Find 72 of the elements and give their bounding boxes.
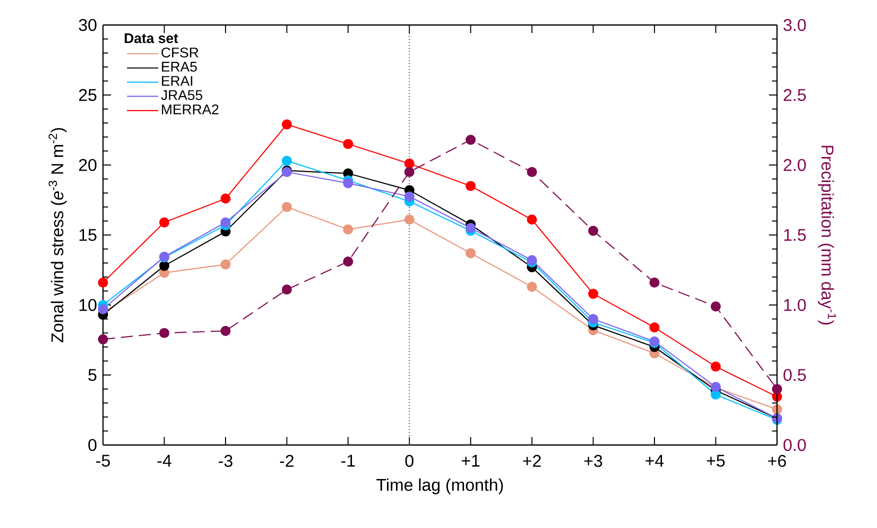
point [710, 301, 721, 312]
x-tick-label: -3 [218, 454, 232, 467]
x-tick-label: +2 [523, 454, 541, 467]
point [526, 214, 537, 225]
x-tick-label: -2 [280, 454, 294, 467]
point [404, 214, 414, 225]
point [159, 217, 170, 228]
point [159, 260, 170, 271]
point [98, 304, 108, 314]
point [588, 314, 598, 324]
y2-tick-label: 2.5 [784, 88, 806, 102]
point [98, 334, 108, 344]
y2-tick-label: 0.5 [784, 368, 806, 382]
y-tick-label: 5 [88, 369, 96, 381]
point [404, 166, 414, 178]
point [526, 166, 537, 178]
y2-axis-title: Precipitation (mm day$^{-1}$) [818, 146, 836, 325]
point [159, 328, 170, 338]
point [466, 134, 476, 145]
y2-tick-label: 0.0 [784, 438, 806, 452]
point [343, 224, 354, 234]
x-axis-title: Time lag (month) [376, 478, 503, 494]
point [466, 180, 476, 192]
legend-label: ERAI [162, 76, 192, 86]
point [343, 138, 354, 150]
y-tick-label: 10 [80, 298, 96, 312]
y-tick-label: 0 [88, 438, 96, 452]
point [710, 362, 721, 372]
point [220, 259, 231, 270]
point [466, 248, 476, 258]
legend-label: MERRA2 [162, 104, 218, 114]
x-tick-label: -4 [157, 454, 172, 467]
point [588, 288, 598, 299]
point [98, 278, 108, 288]
y-tick-label: 20 [79, 158, 96, 172]
point [404, 158, 414, 169]
point [588, 226, 598, 236]
point [649, 278, 660, 288]
x-tick-label: +3 [584, 454, 602, 467]
y-tick-label: 15 [80, 229, 96, 241]
y2-tick-label: 1.5 [784, 229, 806, 241]
y-tick-label: 25 [79, 88, 96, 102]
legend-title: Data set [124, 33, 178, 44]
point [466, 222, 476, 234]
point [343, 178, 354, 188]
y2-tick-label: 2.0 [784, 158, 806, 172]
point [343, 256, 354, 267]
point [220, 326, 231, 336]
y-tick-label: 30 [78, 18, 96, 32]
point [772, 384, 782, 394]
legend-label: ERA5 [162, 62, 197, 72]
y-axis-title: Zonal wind stress (e$^{-3}$ N m$^{-2}$) [48, 128, 67, 342]
point [526, 282, 537, 292]
point [282, 119, 292, 130]
y2-tick-label: 3.0 [784, 18, 806, 32]
x-tick-label: +5 [706, 454, 725, 467]
point [282, 202, 292, 212]
x-tick-label: +6 [768, 454, 786, 467]
point [220, 217, 231, 228]
x-tick-label: -5 [96, 454, 110, 467]
point [404, 191, 414, 202]
legend-label: JRA55 [161, 90, 202, 100]
x-tick-label: +1 [462, 454, 480, 467]
legend-label: CFSR [162, 48, 198, 58]
x-tick-label: -1 [341, 454, 355, 467]
point [649, 322, 660, 332]
point [282, 284, 292, 295]
x-tick-label: 0 [405, 454, 414, 467]
point [282, 156, 292, 166]
point [220, 194, 231, 204]
y2-tick-label: 1.0 [784, 298, 806, 312]
x-tick-label: +4 [646, 454, 664, 467]
